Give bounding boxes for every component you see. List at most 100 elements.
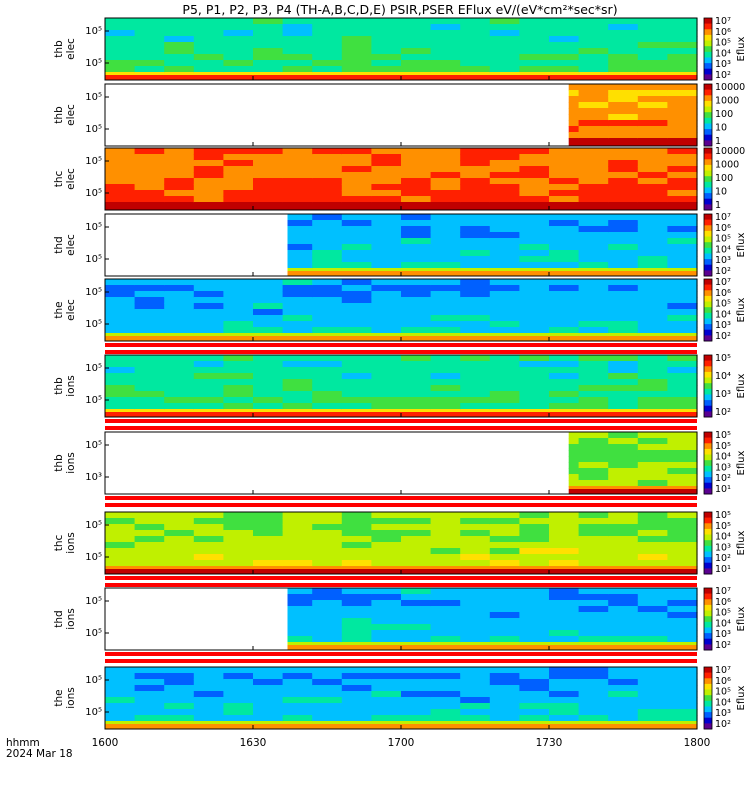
spectrogram-cell xyxy=(164,554,195,561)
spectrogram-cell xyxy=(489,715,520,722)
spectrogram-cell xyxy=(430,588,461,595)
spectrogram-cell xyxy=(549,166,580,173)
spectrogram-cell xyxy=(489,530,520,537)
spectrogram-cell xyxy=(223,554,254,561)
spectrogram-cell xyxy=(312,588,343,595)
spectrogram-cell xyxy=(401,524,432,531)
spectrogram-cell xyxy=(519,624,550,631)
spectrogram-cell xyxy=(578,524,609,531)
spectrogram-cell xyxy=(430,673,461,680)
spectrogram-cell xyxy=(371,403,402,410)
spectrogram-cell xyxy=(193,554,224,561)
spectrogram-cell xyxy=(667,456,698,463)
spectrogram-cell xyxy=(637,18,668,25)
spectrogram-cell xyxy=(282,512,313,519)
spectrogram-cell xyxy=(371,391,402,398)
spectrogram-cell xyxy=(312,166,343,173)
low-energy-band xyxy=(401,333,432,336)
spectrogram-cell xyxy=(282,385,313,392)
spectrogram-cell xyxy=(578,279,609,286)
spectrogram-cell xyxy=(253,379,284,386)
spectrogram-cell xyxy=(371,42,402,49)
spectrogram-cell xyxy=(519,190,550,197)
spectrogram-cell xyxy=(489,673,520,680)
spectrogram-cell xyxy=(341,588,372,595)
spectrogram-cell xyxy=(460,691,491,698)
low-energy-band xyxy=(549,569,580,574)
colorbar-segment xyxy=(704,667,712,674)
low-energy-band xyxy=(312,75,343,80)
spectrogram-cell xyxy=(164,24,195,31)
spectrogram-cell xyxy=(430,54,461,61)
low-energy-band xyxy=(371,336,402,341)
spectrogram-cell xyxy=(164,542,195,549)
spectrogram-cell xyxy=(253,691,284,698)
spectrogram-cell xyxy=(608,691,639,698)
low-energy-band xyxy=(312,271,343,276)
low-energy-band xyxy=(287,268,313,271)
spectrogram-cell xyxy=(568,102,580,109)
spectrogram-cell xyxy=(253,48,284,55)
spectrogram-cell xyxy=(489,697,520,704)
spectrogram-cell xyxy=(430,321,461,328)
spectrogram-cell xyxy=(608,30,639,37)
spectrogram-cell xyxy=(193,667,224,674)
spectrogram-cell xyxy=(371,291,402,298)
spectrogram-cell xyxy=(223,530,254,537)
low-energy-band xyxy=(105,333,136,336)
low-energy-band xyxy=(460,566,491,569)
spectrogram-cell xyxy=(223,327,254,334)
spectrogram-cell xyxy=(667,96,698,103)
low-energy-band xyxy=(667,645,698,650)
x-tick-label: 1600 xyxy=(92,737,119,749)
spectrogram-cell xyxy=(637,60,668,67)
spectrogram-cell xyxy=(460,679,491,686)
spectrogram-cell xyxy=(193,154,224,161)
spectrogram-cell xyxy=(608,391,639,398)
spectrogram-cell xyxy=(460,709,491,716)
spectrogram-cell xyxy=(608,542,639,549)
spectrogram-cell xyxy=(401,166,432,173)
spectrogram-cell xyxy=(164,48,195,55)
spectrogram-cell xyxy=(637,42,668,49)
spectrogram-cell xyxy=(667,315,698,322)
low-energy-band xyxy=(430,412,461,417)
spectrogram-cell xyxy=(667,66,698,73)
spectrogram-cell xyxy=(519,548,550,555)
spectrogram-cell xyxy=(287,214,313,221)
spectrogram-cell xyxy=(371,560,402,567)
spectrogram-cell xyxy=(667,432,698,439)
spectrogram-cell xyxy=(253,196,284,203)
spectrogram-cell xyxy=(578,321,609,328)
spectrogram-cell xyxy=(460,48,491,55)
spectrogram-cell xyxy=(637,256,668,263)
low-energy-band xyxy=(193,72,224,75)
colorbar-tick-label: 10⁷ xyxy=(715,665,731,676)
spectrogram-cell xyxy=(489,385,520,392)
colorbar-tick-label: 10⁴ xyxy=(715,244,731,255)
spectrogram-cell xyxy=(489,367,520,374)
colorbar-segment xyxy=(704,23,712,30)
y-tick-label: 10⁵ xyxy=(85,628,102,639)
spectrogram-cells xyxy=(568,432,698,494)
spectrogram-cell xyxy=(549,172,580,179)
spectrogram-cell xyxy=(312,327,343,334)
low-energy-band xyxy=(164,75,195,80)
low-energy-band xyxy=(667,409,698,412)
low-energy-band xyxy=(105,569,136,574)
spectrogram-cell xyxy=(637,530,668,537)
spectrogram-cell xyxy=(637,297,668,304)
spectrogram-cell xyxy=(193,385,224,392)
low-energy-band xyxy=(667,205,698,210)
low-energy-band xyxy=(578,409,609,412)
spectrogram-cell xyxy=(312,238,343,245)
spectrogram-cell xyxy=(164,54,195,61)
spectrogram-cell xyxy=(193,379,224,386)
spectrogram-cell xyxy=(637,594,668,601)
spectrogram-cells xyxy=(105,279,698,341)
spectrogram-cell xyxy=(282,24,313,31)
spectrogram-cell xyxy=(608,214,639,221)
